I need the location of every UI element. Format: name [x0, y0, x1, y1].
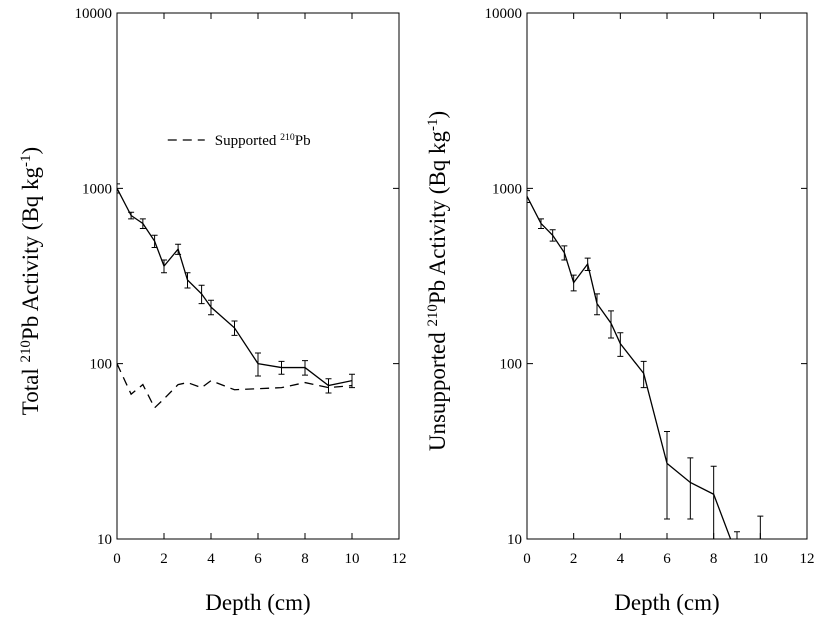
y-tick-label: 1000 — [82, 181, 112, 197]
error-bar — [734, 531, 740, 539]
error-bar — [208, 299, 214, 316]
error-bar — [757, 515, 764, 539]
error-bar — [527, 190, 530, 204]
x-tick-label: 0 — [523, 551, 531, 567]
text-part: Pb Activity (Bq kg — [425, 130, 450, 304]
error-bar — [278, 360, 285, 375]
y-tick-label: 100 — [500, 357, 523, 373]
error-bar — [325, 378, 332, 394]
error-bar — [255, 352, 261, 377]
plot-area — [527, 190, 764, 539]
data-line — [117, 188, 353, 387]
y-tick-label: 10000 — [75, 6, 113, 22]
error-bar — [608, 310, 614, 339]
text-part: Supported — [215, 133, 280, 149]
error-bar — [198, 284, 205, 305]
text-part: -1 — [18, 154, 34, 166]
error-bar — [594, 293, 600, 316]
y-tick-label: 100 — [90, 357, 113, 373]
error-bar — [175, 243, 182, 255]
error-bar — [570, 274, 577, 292]
error-bar — [664, 431, 670, 520]
text-part: ) — [18, 147, 43, 155]
error-bar — [640, 360, 647, 389]
y-tick-label: 10 — [97, 532, 112, 548]
error-bar — [231, 320, 238, 336]
error-bar — [184, 272, 191, 289]
y-tick-label: 10000 — [485, 6, 523, 22]
error-bar — [349, 373, 355, 389]
data-line — [117, 363, 353, 409]
text-part: 210 — [18, 340, 34, 362]
y-axis-label: Unsupported 210Pb Activity (Bq kg-1) — [425, 111, 450, 451]
error-bar — [302, 360, 308, 376]
x-axis-label: Depth (cm) — [614, 590, 719, 615]
error-bar — [161, 259, 167, 274]
error-bar — [538, 218, 544, 230]
error-bar — [710, 465, 717, 539]
x-tick-label: 4 — [207, 551, 215, 567]
text-part: Pb — [295, 133, 311, 149]
text-part: 210 — [280, 132, 295, 143]
x-tick-label: 12 — [800, 551, 815, 567]
error-bar — [561, 245, 568, 261]
x-tick-label: 4 — [617, 551, 625, 567]
x-tick-label: 12 — [392, 551, 407, 567]
text-part: Pb Activity (Bq kg — [18, 166, 43, 340]
x-tick-label: 2 — [570, 551, 578, 567]
legend-label: Supported 210Pb — [215, 132, 311, 150]
text-part: Unsupported — [425, 327, 450, 452]
x-tick-label: 2 — [160, 551, 168, 567]
x-tick-label: 0 — [113, 551, 121, 567]
x-tick-label: 8 — [710, 551, 718, 567]
error-bar — [584, 257, 591, 271]
error-bar — [617, 332, 624, 357]
plot-area — [117, 183, 355, 409]
x-tick-label: 10 — [345, 551, 360, 567]
text-part: Total — [18, 363, 43, 416]
x-tick-label: 6 — [254, 551, 262, 567]
text-part: 210 — [425, 304, 441, 326]
error-bar — [687, 457, 694, 520]
error-bar — [117, 183, 120, 194]
y-tick-label: 10 — [507, 532, 522, 548]
error-bar — [151, 234, 158, 248]
x-tick-label: 6 — [663, 551, 671, 567]
error-bar — [139, 218, 146, 230]
y-tick-label: 1000 — [492, 181, 522, 197]
y-axis-label: Total 210Pb Activity (Bq kg-1) — [18, 147, 43, 415]
error-bar — [128, 211, 135, 220]
plot-frame — [116, 12, 400, 540]
x-tick-label: 10 — [753, 551, 768, 567]
x-axis-label: Depth (cm) — [205, 590, 310, 615]
x-tick-label: 8 — [301, 551, 309, 567]
text-part: -1 — [425, 119, 441, 131]
text-part: ) — [425, 111, 450, 119]
error-bar — [549, 229, 556, 242]
